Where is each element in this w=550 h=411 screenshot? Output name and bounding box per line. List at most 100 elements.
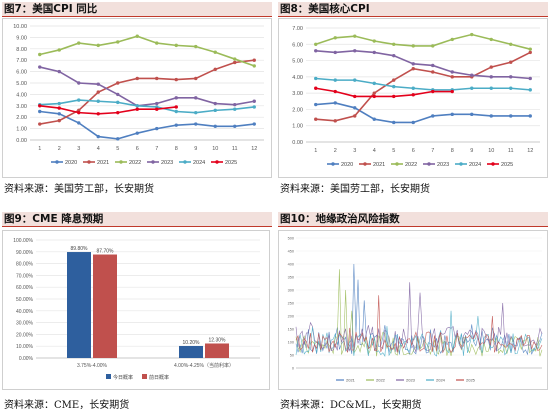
data-point-2023 [194,96,198,100]
y-tick-label: 350 [288,276,294,280]
data-point-2020 [194,122,198,126]
legend-label-2021: 2021 [97,160,109,166]
data-point-2023 [155,101,159,106]
data-point-2024 [135,104,139,108]
y-tick-label: 50 [290,354,294,358]
y-tick-label: 0 [292,367,294,371]
data-point-2022 [450,37,454,42]
data-point-2020 [213,124,217,129]
data-point-2022 [233,57,237,61]
chart8-title: 图8：美国核心CPI [278,2,548,16]
legend-label-2024: 2024 [436,378,446,383]
data-point-2021 [411,67,415,71]
data-point-2022 [372,39,376,43]
data-point-2023 [450,70,454,74]
x-tick-label: 7 [155,146,158,152]
data-point-2021 [38,122,42,126]
data-point-2024 [194,110,198,115]
x-tick-label: 1 [38,146,41,152]
data-point-2022 [116,40,120,44]
y-tick-label: 400 [288,263,294,267]
data-point-2021 [314,117,318,121]
data-point-2025 [353,94,357,99]
series-line-2021 [315,51,531,122]
data-point-2025 [116,110,120,115]
x-tick-label: 6 [136,146,139,152]
data-point-2025 [38,104,42,108]
x-tick-label: 3.75%-4.00% [77,363,108,369]
data-point-2023 [252,99,256,103]
data-point-2020 [77,121,81,125]
data-point-2025 [77,110,81,115]
data-point-2023 [470,73,474,77]
y-tick-label: 10.00 [13,24,27,30]
data-point-2025 [96,112,100,116]
data-point-2021 [194,76,198,81]
data-point-2022 [77,41,81,45]
data-point-2023 [213,101,217,106]
data-point-2021 [528,50,532,55]
chart7-title-rule [2,16,272,17]
series-line-2024 [315,77,531,91]
legend-label-2025: 2025 [466,378,476,383]
series-line-2025 [295,295,543,354]
legend-swatch-今日概率 [106,374,111,379]
x-tick-label: 10 [488,148,494,154]
x-tick-label: 4.00%-4.25%（当前利率） [174,362,234,369]
data-point-2023 [509,75,513,79]
x-tick-label: 9 [194,146,197,152]
x-tick-label: 12 [251,146,257,152]
data-point-2025 [431,89,435,94]
x-tick-label: 8 [451,148,454,154]
chart8-title-text: 图8：美国核心CPI [280,3,370,15]
y-tick-label: 2.00 [292,107,303,113]
legend-marker-2022 [395,162,399,166]
legend-marker-2023 [427,162,431,166]
data-point-2020 [333,101,337,105]
data-point-2020 [353,106,357,110]
data-point-2020 [174,123,178,127]
data-point-2022 [194,44,198,49]
data-point-2021 [135,76,139,81]
data-point-2022 [411,44,415,48]
chart9-cme-rate-cut: 0.00% 10.00% 20.00% 30.00% 40.00% 50.00% 60.00… [2,230,270,390]
data-point-2022 [314,42,318,46]
x-tick-label: 10 [212,146,218,152]
data-point-2023 [57,69,61,74]
y-tick-label: 3.00 [292,91,303,97]
y-tick-label: 5.00 [16,81,27,87]
data-point-2021 [509,60,513,64]
legend-marker-2025 [215,160,219,164]
data-point-2020 [372,117,376,121]
series-line-2023 [39,66,255,107]
data-point-2021 [431,70,435,74]
x-tick-label: 7 [431,148,434,154]
data-point-2025 [314,86,318,90]
chart9-title-rule [2,226,272,227]
series-line-2024 [39,99,255,114]
data-point-2023 [174,96,178,100]
y-tick-label: 1.00 [292,124,303,130]
y-tick-label: 30.00% [16,321,34,327]
legend-marker-2025 [491,162,495,166]
chart10-title-text: 图10：地缘政治风险指数 [280,213,400,225]
data-point-2023 [528,76,532,81]
data-point-2021 [392,78,396,82]
data-point-2023 [77,81,81,85]
legend-marker-2021 [363,162,367,166]
data-point-2024 [314,76,318,81]
chart9-title-text: 图9：CME 降息预期 [4,213,104,225]
legend-label-2021: 2021 [373,162,385,168]
data-point-2021 [96,90,100,94]
data-point-2024 [470,86,474,90]
series-line-2020 [39,110,255,140]
x-tick-label: 5 [116,146,119,152]
data-point-2020 [450,112,454,117]
data-point-2025 [57,106,61,110]
data-point-2020 [135,131,139,135]
bar-data-label: 89.80% [71,246,89,252]
data-point-2023 [392,53,396,58]
data-point-2024 [489,86,493,90]
data-point-2021 [252,58,256,62]
legend-label-2024: 2024 [193,160,205,166]
